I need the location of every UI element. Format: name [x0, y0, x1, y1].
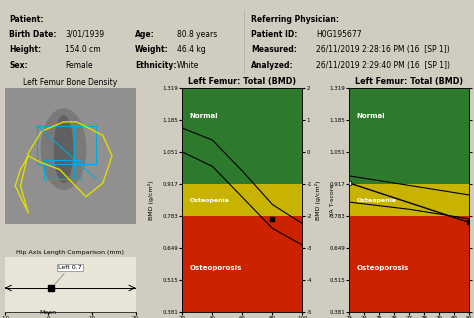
Text: Weight:: Weight:	[135, 45, 169, 54]
Text: White: White	[177, 61, 199, 70]
Bar	[349, 216, 469, 312]
Text: Sex:: Sex:	[9, 61, 28, 70]
Text: 26/11/2019 2:29:40 PM (16  [SP 1]): 26/11/2019 2:29:40 PM (16 [SP 1])	[316, 61, 450, 70]
Text: Patient:: Patient:	[9, 15, 44, 24]
Text: Analyzed:: Analyzed:	[251, 61, 293, 70]
Bar	[349, 184, 469, 216]
Text: 26/11/2019 2:28:16 PM (16  [SP 1]): 26/11/2019 2:28:16 PM (16 [SP 1])	[316, 45, 450, 54]
Text: Left 0.7: Left 0.7	[53, 265, 82, 286]
Title: Hip Axis Length Comparison (mm): Hip Axis Length Comparison (mm)	[16, 251, 124, 255]
Title: Left Femur: Total (BMD): Left Femur: Total (BMD)	[355, 77, 464, 86]
Text: Female: Female	[65, 61, 93, 70]
Text: Osteoporosis: Osteoporosis	[356, 265, 409, 271]
Text: 154.0 cm: 154.0 cm	[65, 45, 101, 54]
Text: Age:: Age:	[135, 30, 155, 39]
Text: Osteopenia: Osteopenia	[356, 198, 396, 204]
Text: Ethnicity:: Ethnicity:	[135, 61, 176, 70]
Text: BMD (g/cm²): BMD (g/cm²)	[148, 180, 155, 219]
Ellipse shape	[41, 108, 86, 190]
Ellipse shape	[54, 115, 73, 183]
Text: H0G195677: H0G195677	[316, 30, 362, 39]
Text: Patient ID:: Patient ID:	[251, 30, 297, 39]
Title: Left Femur: Total (BMD): Left Femur: Total (BMD)	[188, 77, 297, 86]
Text: Normal: Normal	[190, 113, 219, 119]
Bar	[182, 184, 302, 216]
Text: Osteoporosis: Osteoporosis	[190, 265, 242, 271]
Text: 80.8 years: 80.8 years	[177, 30, 217, 39]
Text: 3/01/1939: 3/01/1939	[65, 30, 104, 39]
Text: 46.4 kg: 46.4 kg	[177, 45, 205, 54]
Text: Birth Date:: Birth Date:	[9, 30, 57, 39]
Text: BMD (g/cm²): BMD (g/cm²)	[315, 180, 321, 219]
Bar	[182, 216, 302, 312]
Text: YA T-score: YA T-score	[330, 184, 335, 216]
Text: Referring Physician:: Referring Physician:	[251, 15, 339, 24]
Text: Mean: Mean	[40, 310, 57, 315]
Text: Normal: Normal	[356, 113, 385, 119]
Text: Measured:: Measured:	[251, 45, 297, 54]
Bar	[349, 88, 469, 184]
Text: Height:: Height:	[9, 45, 42, 54]
Title: Left Femur Bone Density: Left Femur Bone Density	[23, 78, 117, 87]
Bar	[182, 88, 302, 184]
Text: Osteopenia: Osteopenia	[190, 198, 229, 204]
